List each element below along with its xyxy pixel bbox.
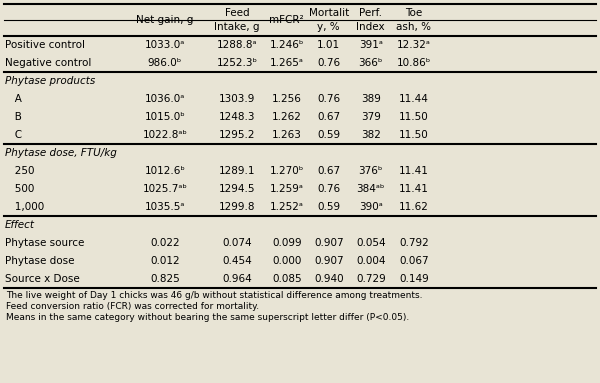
Text: 366ᵇ: 366ᵇ xyxy=(359,58,383,68)
Text: 0.67: 0.67 xyxy=(317,166,340,176)
Text: 0.012: 0.012 xyxy=(150,256,180,266)
Text: A: A xyxy=(5,94,22,104)
Text: 0.454: 0.454 xyxy=(222,256,252,266)
Text: 1295.2: 1295.2 xyxy=(219,130,255,140)
Text: 0.907: 0.907 xyxy=(314,238,344,248)
Text: Net gain, g: Net gain, g xyxy=(136,15,194,25)
Text: 0.940: 0.940 xyxy=(314,274,344,284)
Text: 11.50: 11.50 xyxy=(399,112,429,122)
Text: 500: 500 xyxy=(5,184,34,194)
Text: Negative control: Negative control xyxy=(5,58,91,68)
Text: 1036.0ᵃ: 1036.0ᵃ xyxy=(145,94,185,104)
Text: 1.265ᵃ: 1.265ᵃ xyxy=(270,58,304,68)
Text: 11.44: 11.44 xyxy=(399,94,429,104)
Text: 1.270ᵇ: 1.270ᵇ xyxy=(269,166,304,176)
Text: 1035.5ᵃ: 1035.5ᵃ xyxy=(145,202,185,212)
Text: C: C xyxy=(5,130,22,140)
Text: 1.262: 1.262 xyxy=(272,112,302,122)
Text: 384ᵃᵇ: 384ᵃᵇ xyxy=(356,184,385,194)
Text: 0.792: 0.792 xyxy=(399,238,429,248)
Text: 379: 379 xyxy=(361,112,381,122)
Text: 389: 389 xyxy=(361,94,381,104)
Text: 1289.1: 1289.1 xyxy=(219,166,255,176)
Text: Perf.: Perf. xyxy=(359,8,382,18)
Text: 12.32ᵃ: 12.32ᵃ xyxy=(397,40,431,50)
Text: 1.01: 1.01 xyxy=(317,40,340,50)
Text: Intake, g: Intake, g xyxy=(214,22,260,32)
Text: Index: Index xyxy=(356,22,385,32)
Text: 1022.8ᵃᵇ: 1022.8ᵃᵇ xyxy=(143,130,187,140)
Text: 382: 382 xyxy=(361,130,381,140)
Text: 1012.6ᵇ: 1012.6ᵇ xyxy=(145,166,185,176)
Text: 0.067: 0.067 xyxy=(399,256,429,266)
Text: Effect: Effect xyxy=(5,220,35,230)
Text: 1288.8ᵃ: 1288.8ᵃ xyxy=(217,40,257,50)
Text: 250: 250 xyxy=(5,166,35,176)
Text: 1252.3ᵇ: 1252.3ᵇ xyxy=(217,58,257,68)
Text: Feed: Feed xyxy=(224,8,250,18)
Text: 391ᵃ: 391ᵃ xyxy=(359,40,383,50)
Text: Source x Dose: Source x Dose xyxy=(5,274,80,284)
Text: 390ᵃ: 390ᵃ xyxy=(359,202,383,212)
Text: 0.964: 0.964 xyxy=(222,274,252,284)
Text: 1.259ᵃ: 1.259ᵃ xyxy=(270,184,304,194)
Text: Phytase dose: Phytase dose xyxy=(5,256,74,266)
Text: 11.41: 11.41 xyxy=(399,184,429,194)
Text: The live weight of Day 1 chicks was 46 g/b without statistical difference among : The live weight of Day 1 chicks was 46 g… xyxy=(6,291,422,300)
Text: 0.76: 0.76 xyxy=(317,94,340,104)
Text: 11.62: 11.62 xyxy=(399,202,429,212)
Text: 1015.0ᵇ: 1015.0ᵇ xyxy=(145,112,185,122)
Text: 0.085: 0.085 xyxy=(272,274,302,284)
Text: Positive control: Positive control xyxy=(5,40,85,50)
Text: 376ᵇ: 376ᵇ xyxy=(359,166,383,176)
Text: 1025.7ᵃᵇ: 1025.7ᵃᵇ xyxy=(143,184,187,194)
Text: Phytase source: Phytase source xyxy=(5,238,85,248)
Text: 0.074: 0.074 xyxy=(222,238,252,248)
Text: 1303.9: 1303.9 xyxy=(219,94,255,104)
Text: 11.41: 11.41 xyxy=(399,166,429,176)
Text: 0.054: 0.054 xyxy=(356,238,386,248)
Text: 0.59: 0.59 xyxy=(317,202,340,212)
Text: Mortalit: Mortalit xyxy=(308,8,349,18)
Text: 1.246ᵇ: 1.246ᵇ xyxy=(269,40,304,50)
Text: 1.252ᵃ: 1.252ᵃ xyxy=(270,202,304,212)
Text: B: B xyxy=(5,112,22,122)
Text: 0.149: 0.149 xyxy=(399,274,429,284)
Text: 0.59: 0.59 xyxy=(317,130,340,140)
Text: 1.263: 1.263 xyxy=(272,130,302,140)
Text: 0.729: 0.729 xyxy=(356,274,386,284)
Text: 0.000: 0.000 xyxy=(272,256,301,266)
Text: y, %: y, % xyxy=(317,22,340,32)
Text: 0.099: 0.099 xyxy=(272,238,302,248)
Text: 1,000: 1,000 xyxy=(5,202,44,212)
Text: 11.50: 11.50 xyxy=(399,130,429,140)
Text: 10.86ᵇ: 10.86ᵇ xyxy=(397,58,431,68)
Text: 986.0ᵇ: 986.0ᵇ xyxy=(148,58,182,68)
Text: 1.256: 1.256 xyxy=(272,94,302,104)
Text: 0.004: 0.004 xyxy=(356,256,386,266)
Text: 0.022: 0.022 xyxy=(150,238,180,248)
Text: Phytase products: Phytase products xyxy=(5,76,95,86)
Text: 0.825: 0.825 xyxy=(150,274,180,284)
Text: 1033.0ᵃ: 1033.0ᵃ xyxy=(145,40,185,50)
Text: Phytase dose, FTU/kg: Phytase dose, FTU/kg xyxy=(5,148,117,158)
Text: 1294.5: 1294.5 xyxy=(219,184,255,194)
Text: 1299.8: 1299.8 xyxy=(219,202,255,212)
Text: 1248.3: 1248.3 xyxy=(219,112,255,122)
Text: 0.76: 0.76 xyxy=(317,184,340,194)
Text: Means in the same category without bearing the same superscript letter differ (P: Means in the same category without beari… xyxy=(6,313,409,322)
Text: ash, %: ash, % xyxy=(397,22,431,32)
Text: Feed conversion ratio (FCR) was corrected for mortality.: Feed conversion ratio (FCR) was correcte… xyxy=(6,302,259,311)
Text: 0.76: 0.76 xyxy=(317,58,340,68)
Text: Toe: Toe xyxy=(406,8,422,18)
Text: mFCR²: mFCR² xyxy=(269,15,304,25)
Text: 0.907: 0.907 xyxy=(314,256,344,266)
Text: 0.67: 0.67 xyxy=(317,112,340,122)
